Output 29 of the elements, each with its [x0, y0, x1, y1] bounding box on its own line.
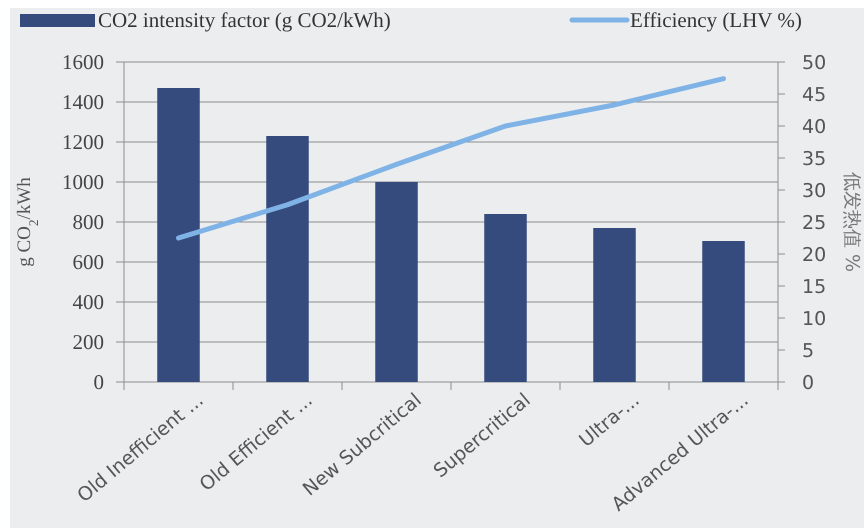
bar — [266, 136, 309, 382]
y-tick-label: 200 — [72, 330, 104, 354]
y2-tick-label: 10 — [802, 308, 826, 330]
bar — [702, 241, 745, 382]
bar — [484, 214, 527, 382]
legend-label: Efficiency (LHV %) — [630, 8, 802, 32]
y-tick-label: 1200 — [62, 130, 104, 154]
y2-tick-label: 5 — [802, 340, 814, 362]
y2-tick-label: 35 — [802, 148, 826, 170]
y-tick-label: 600 — [72, 250, 104, 274]
y2-tick-label: 25 — [802, 212, 826, 234]
legend-label: CO2 intensity factor (g CO2/kWh) — [98, 8, 391, 32]
y2-tick-label: 20 — [802, 244, 826, 266]
y-tick-label: 800 — [72, 210, 104, 234]
y2-tick-label: 45 — [802, 84, 826, 106]
y-tick-label: 1600 — [62, 50, 104, 74]
y2-axis-title: 低发热值 % — [841, 172, 863, 272]
y-tick-label: 1400 — [62, 90, 104, 114]
y-tick-label: 0 — [94, 370, 104, 394]
y2-tick-label: 50 — [802, 52, 826, 74]
y-tick-label: 400 — [72, 290, 104, 314]
bar — [375, 182, 418, 382]
bar — [157, 88, 200, 382]
y2-tick-label: 40 — [802, 116, 826, 138]
y2-tick-label: 0 — [802, 372, 814, 394]
y2-tick-label: 30 — [802, 180, 826, 202]
y2-tick-label: 15 — [802, 276, 826, 298]
y-tick-label: 1000 — [62, 170, 104, 194]
bar — [593, 228, 636, 382]
